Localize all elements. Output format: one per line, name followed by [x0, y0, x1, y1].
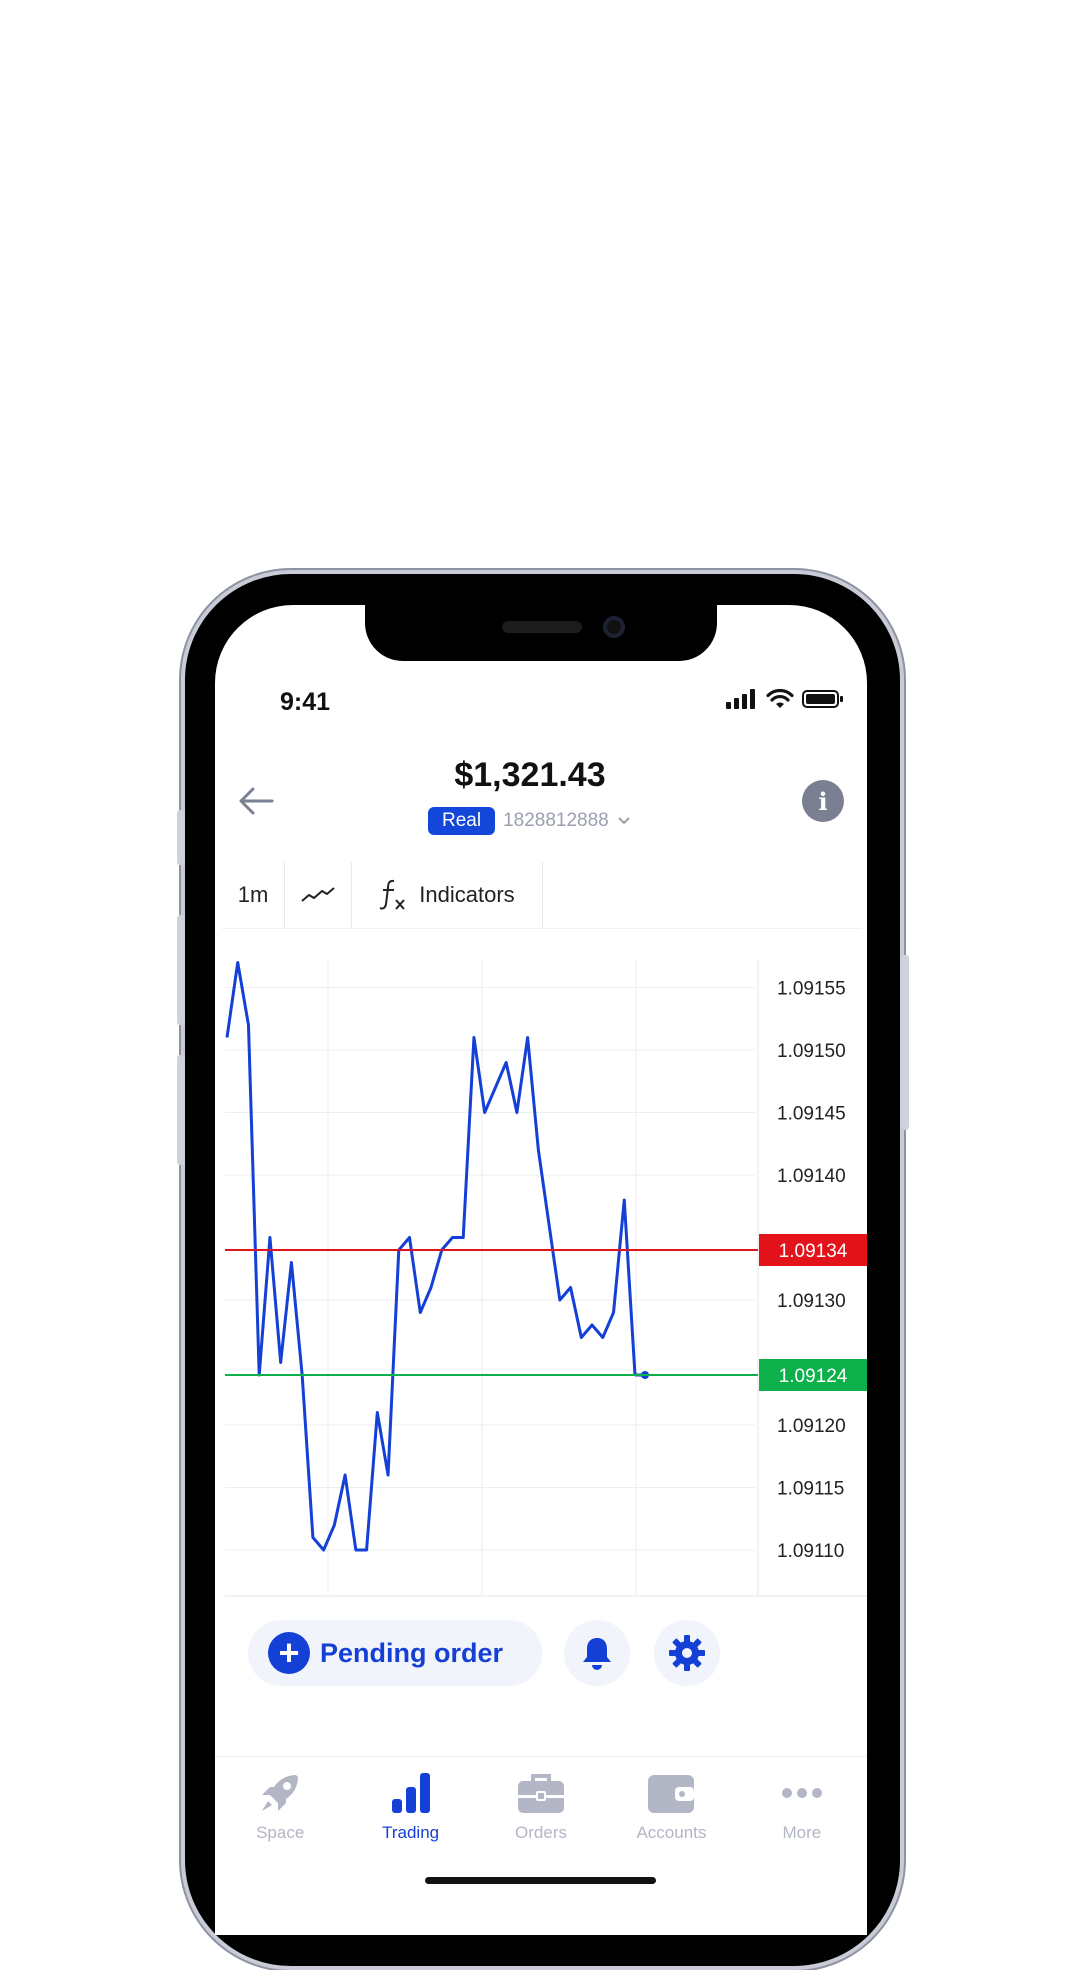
nav-label: Trading [382, 1823, 440, 1842]
alerts-button[interactable] [564, 1620, 630, 1686]
status-time: 9:41 [280, 688, 331, 716]
back-button[interactable] [236, 781, 276, 821]
chart-toolbar: 1m Indicators [222, 862, 862, 929]
nav-item-accounts[interactable]: Accounts [606, 1757, 736, 1877]
account-selector[interactable]: Real 1828812888 [428, 807, 631, 835]
nav-item-orders[interactable]: Orders [476, 1757, 606, 1877]
wallet-icon [648, 1775, 695, 1813]
home-indicator [425, 1877, 656, 1884]
gear-icon [669, 1635, 705, 1671]
timeframe-label: 1m [237, 882, 269, 907]
nav-item-space[interactable]: Space [215, 1757, 345, 1877]
chart-type-button[interactable] [285, 862, 352, 928]
volume-up-button [177, 915, 185, 1025]
info-icon: i [818, 786, 828, 816]
chevron-down-icon [618, 817, 630, 825]
wifi-icon [766, 689, 794, 708]
indicators-label: Indicators [419, 882, 515, 907]
account-balance: $1,321.43 [454, 756, 606, 794]
indicators-button[interactable]: Indicators [352, 862, 543, 928]
nav-label: Space [256, 1823, 305, 1842]
y-tick-label: 1.09155 [777, 979, 846, 1000]
signal-icon [726, 689, 755, 709]
volume-down-button [177, 1055, 185, 1165]
nav-label: More [782, 1823, 822, 1842]
y-tick-label: 1.09110 [777, 1541, 844, 1562]
status-icons [726, 689, 844, 709]
briefcase-icon [518, 1774, 565, 1813]
nav-label: Accounts [636, 1823, 707, 1842]
battery-icon [802, 690, 843, 708]
pending-order-label: Pending order [320, 1637, 504, 1668]
power-button [901, 955, 909, 1130]
price-chart[interactable]: 1.09155 1.09150 1.09145 1.09140 1.09130 1.091… [225, 950, 867, 1600]
speaker [502, 621, 582, 633]
bell-icon [583, 1638, 611, 1670]
line-chart-icon [301, 887, 335, 902]
bid-price-badge [759, 1359, 867, 1391]
account-number: 1828812888 [503, 810, 609, 831]
rocket-icon [262, 1775, 299, 1811]
y-tick-label: 1.09140 [777, 1166, 846, 1187]
y-tick-label: 1.09120 [777, 1416, 846, 1437]
bar-chart-icon [391, 1773, 430, 1813]
account-type-badge: Real [428, 807, 496, 835]
bottom-nav: Space Trading Orders Accounts [215, 1756, 867, 1877]
nav-item-trading[interactable]: Trading [345, 1757, 475, 1877]
camera [603, 616, 625, 638]
y-tick-label: 1.09115 [777, 1479, 844, 1500]
plus-icon: + [268, 1632, 310, 1674]
settings-button[interactable] [654, 1620, 720, 1686]
ask-price-label: 1.09134 [779, 1241, 848, 1262]
timeframe-button[interactable]: 1m [222, 862, 285, 928]
mute-switch [177, 810, 185, 865]
function-icon [379, 879, 406, 910]
nav-item-more[interactable]: More [737, 1757, 867, 1877]
bid-price-label: 1.09124 [779, 1366, 848, 1387]
y-tick-label: 1.09145 [777, 1104, 846, 1125]
info-button[interactable]: i [802, 780, 844, 822]
price-series-line [225, 961, 637, 1552]
pending-order-button[interactable]: + Pending order [248, 1620, 542, 1686]
more-icon [781, 1788, 822, 1798]
ask-price-badge [759, 1234, 867, 1266]
arrow-left-icon [239, 787, 274, 815]
nav-label: Orders [515, 1823, 567, 1842]
y-tick-label: 1.09130 [777, 1291, 846, 1312]
y-tick-label: 1.09150 [777, 1041, 846, 1062]
